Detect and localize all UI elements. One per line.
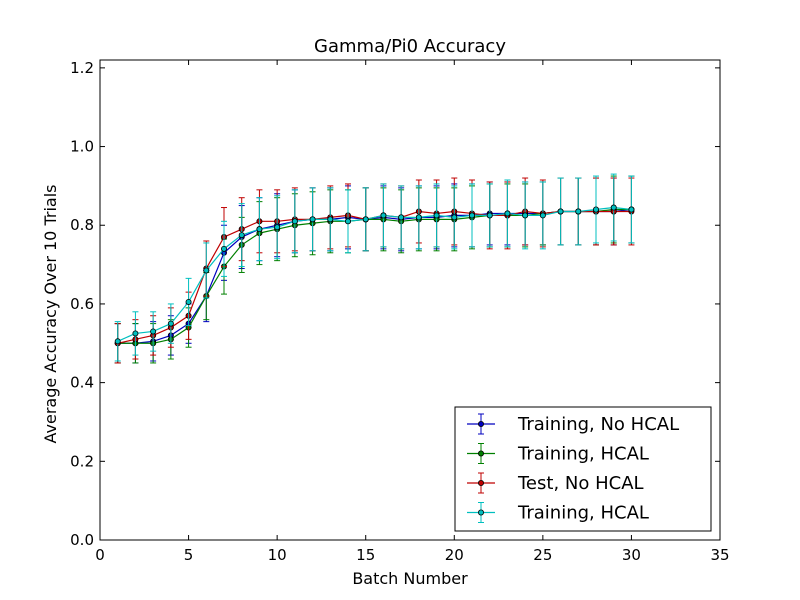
- data-point: [433, 212, 440, 219]
- x-axis-label: Batch Number: [352, 569, 468, 588]
- x-tick-label: 10: [268, 546, 287, 564]
- data-point: [114, 338, 121, 345]
- data-point: [274, 224, 281, 231]
- data-point: [167, 320, 174, 327]
- y-axis-label: Average Accuracy Over 10 Trials: [41, 185, 60, 444]
- y-tick-label: 0.4: [70, 374, 94, 392]
- legend-label: Training, HCAL: [517, 503, 649, 524]
- data-point: [468, 212, 475, 219]
- data-point: [504, 210, 511, 217]
- data-point: [203, 267, 210, 274]
- legend-marker: [477, 420, 484, 427]
- data-point: [150, 328, 157, 335]
- data-point: [610, 204, 617, 211]
- legend-marker: [477, 479, 484, 486]
- data-point: [327, 216, 334, 223]
- y-tick-label: 0.0: [70, 531, 94, 549]
- x-tick-label: 20: [445, 546, 464, 564]
- x-tick-label: 35: [710, 546, 729, 564]
- legend-marker: [477, 509, 484, 516]
- data-point: [451, 214, 458, 221]
- data-point: [486, 212, 493, 219]
- data-point: [398, 214, 405, 221]
- y-tick-label: 0.2: [70, 452, 94, 470]
- y-tick-label: 0.6: [70, 295, 94, 313]
- plot-area: 0 5 10 15 20 25 30 35 0.0 0.2 0.4 0.6 0.8 1.0 1.2: [70, 59, 729, 564]
- data-point: [220, 245, 227, 252]
- data-point: [380, 212, 387, 219]
- series-1: [114, 175, 635, 364]
- series-2: [114, 175, 635, 364]
- data-point: [344, 218, 351, 225]
- x-tick-label: 5: [184, 546, 194, 564]
- data-point: [628, 206, 635, 213]
- data-point: [557, 208, 564, 215]
- x-tick-label: 0: [95, 546, 105, 564]
- legend-marker: [477, 450, 484, 457]
- data-point: [522, 212, 529, 219]
- series-line: [117, 210, 632, 344]
- data-point: [309, 216, 316, 223]
- x-tick-label: 30: [622, 546, 641, 564]
- series-4: [114, 173, 635, 362]
- data-point: [238, 232, 245, 239]
- data-point: [185, 298, 192, 305]
- data-point: [132, 330, 139, 337]
- series-line: [117, 208, 632, 344]
- legend-label: Test, No HCAL: [517, 473, 644, 494]
- legend-box: [454, 406, 712, 532]
- y-tick-label: 1.2: [70, 59, 94, 77]
- legend: Training, No HCAL Training, HCAL Test, No …: [454, 406, 712, 532]
- y-tick-label: 0.8: [70, 216, 94, 234]
- data-point: [291, 218, 298, 225]
- chart-title: Gamma/Pi0 Accuracy: [314, 36, 506, 57]
- x-tick-label: 25: [533, 546, 552, 564]
- series-3: [114, 177, 635, 364]
- series-line: [117, 206, 632, 342]
- data-point: [362, 216, 369, 223]
- data-point: [575, 208, 582, 215]
- data-point: [415, 214, 422, 221]
- data-point: [539, 212, 546, 219]
- data-point: [593, 206, 600, 213]
- legend-label: Training, HCAL: [517, 444, 649, 465]
- legend-label: Training, No HCAL: [517, 414, 679, 435]
- x-tick-label: 15: [356, 546, 375, 564]
- plot-frame: [99, 59, 721, 541]
- series-line: [117, 208, 632, 344]
- data-point: [256, 226, 263, 233]
- y-tick-label: 1.0: [70, 138, 94, 156]
